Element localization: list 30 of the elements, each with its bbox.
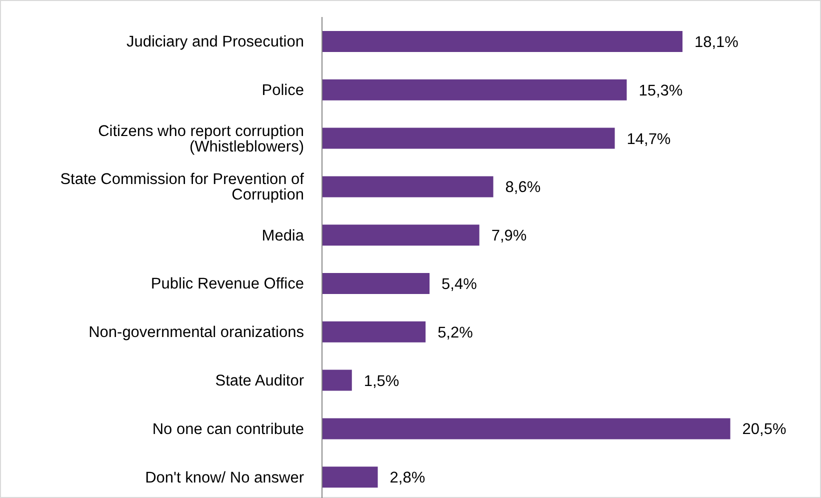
bar bbox=[322, 128, 615, 149]
y-tick-label: No one can contribute bbox=[152, 420, 304, 438]
y-tick-label: Don't know/ No answer bbox=[145, 469, 304, 486]
data-label: 15,3% bbox=[638, 82, 683, 100]
bar bbox=[322, 370, 352, 391]
y-tick-label: Non-governmental oranizations bbox=[88, 324, 304, 342]
data-label: 7,9% bbox=[491, 228, 527, 245]
y-tick-label: Public Revenue Office bbox=[150, 276, 304, 293]
bar bbox=[322, 273, 430, 294]
bar bbox=[322, 176, 494, 198]
y-tick-label: State Commission for Prevention of Corruption bbox=[60, 171, 305, 204]
bar bbox=[322, 466, 378, 488]
y-tick-label: Media bbox=[262, 227, 304, 244]
data-label: 18,1% bbox=[694, 34, 739, 51]
y-tick-label: Judiciary and Prosecution bbox=[126, 34, 304, 51]
data-label: 14,7% bbox=[626, 130, 671, 148]
bar bbox=[322, 321, 426, 342]
bar bbox=[322, 31, 682, 52]
data-label: 5,2% bbox=[438, 324, 474, 342]
data-label: 5,4% bbox=[442, 276, 478, 294]
data-label: 8,6% bbox=[505, 179, 541, 196]
bar bbox=[322, 224, 480, 246]
bar bbox=[322, 79, 627, 100]
y-tick-label: Citizens who report corruption (Whistleblowers) bbox=[98, 122, 304, 156]
y-tick-label: Police bbox=[262, 82, 304, 100]
y-tick-label: State Auditor bbox=[215, 372, 304, 390]
bar bbox=[322, 418, 730, 440]
data-label: 2,8% bbox=[390, 470, 426, 487]
data-label: 1,5% bbox=[364, 372, 400, 390]
data-label: 20,5% bbox=[742, 421, 786, 438]
